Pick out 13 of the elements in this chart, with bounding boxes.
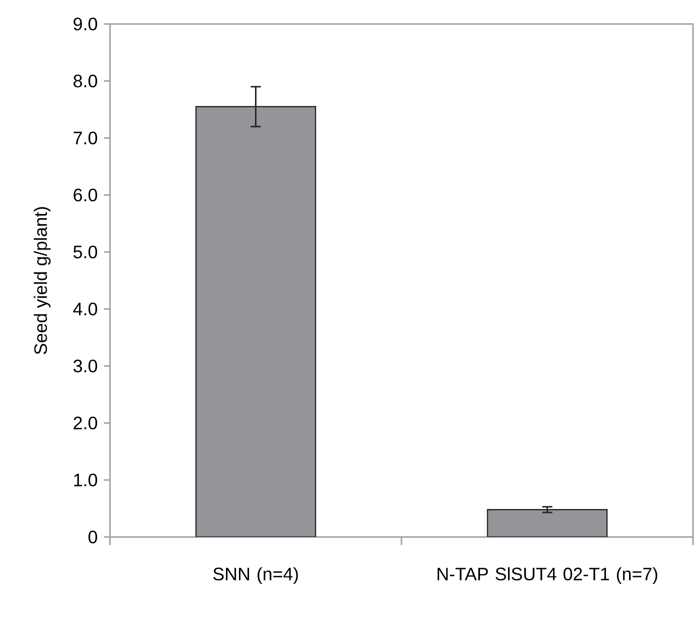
x-tick-label: N-TAP SlSUT4 02-T1 (n=7) (438, 567, 658, 584)
y-tick-label: 2.0 (74, 416, 98, 430)
y-tick-label: 0 (88, 530, 98, 544)
y-tick-label: 3.0 (73, 360, 98, 372)
y-tick-label: 7.0 (74, 132, 98, 144)
y-tick-label: 4.0 (73, 302, 98, 316)
y-tick-label: 5.0 (74, 246, 98, 258)
x-tick-label: SNN (n=4) (213, 567, 298, 584)
y-tick-label: 9.0 (74, 18, 98, 30)
y-tick-label: 8.0 (74, 74, 98, 88)
y-tick-label: 1.0 (74, 474, 98, 486)
y-tick-label: 6.0 (74, 188, 98, 202)
y-axis-title: Seed yield g/plant) (34, 207, 51, 354)
